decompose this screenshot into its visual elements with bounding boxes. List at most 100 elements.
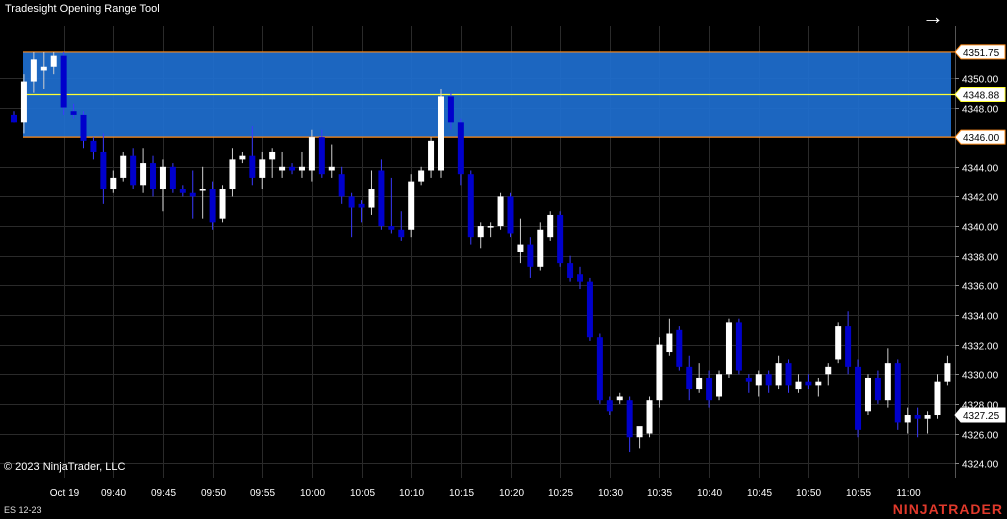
candle-body <box>855 366 862 430</box>
candle <box>884 348 891 408</box>
candle <box>279 151 286 178</box>
candle <box>169 163 176 193</box>
candle <box>50 51 57 75</box>
candle <box>120 151 127 182</box>
candle-body <box>487 226 494 228</box>
candle <box>497 192 504 230</box>
candle <box>308 129 315 182</box>
right-arrow-icon[interactable]: → <box>922 4 944 29</box>
y-tick-label: 4330.00 <box>962 371 999 382</box>
x-tick-label: 09:40 <box>101 488 126 499</box>
y-tick-label: 4338.00 <box>962 253 999 264</box>
price-markers: 4351.75 4348.88 4346.00 4327.25 <box>954 44 1006 423</box>
candle-body <box>934 381 941 416</box>
candle <box>11 111 17 123</box>
candle-body <box>646 400 653 434</box>
candle-body <box>825 366 832 375</box>
candle <box>825 363 832 386</box>
candle-body <box>507 196 514 234</box>
candle <box>60 51 67 115</box>
candle-body <box>864 377 871 412</box>
candle-body <box>408 181 415 230</box>
candle <box>656 337 663 408</box>
candle <box>378 159 385 230</box>
candle <box>318 129 325 178</box>
candle-body <box>169 166 176 190</box>
candle <box>537 222 544 271</box>
instrument-label: ES 12-23 <box>4 505 42 515</box>
candle <box>914 407 921 438</box>
candle-body <box>130 155 137 186</box>
candle <box>477 222 484 249</box>
candle <box>795 374 802 393</box>
y-tick-label: 4348.00 <box>962 105 999 116</box>
candle <box>507 192 514 238</box>
price-marker-box <box>954 407 1006 423</box>
candle <box>457 118 464 186</box>
candle-body <box>944 363 951 382</box>
candle-body <box>189 192 196 197</box>
y-tick-label: 4336.00 <box>962 282 999 293</box>
candle <box>289 163 296 175</box>
y-tick-label: 4326.00 <box>962 431 999 442</box>
candle <box>606 396 613 416</box>
candle <box>80 111 87 149</box>
candle <box>428 137 435 178</box>
candle-body <box>914 415 921 419</box>
candle <box>467 170 474 245</box>
candle-body <box>259 159 266 178</box>
candle <box>755 370 762 397</box>
candle-body <box>596 337 603 401</box>
y-tick-label: 4324.00 <box>962 460 999 471</box>
candle-body <box>219 189 226 219</box>
candle-body <box>606 400 613 412</box>
chart-title: Tradesight Opening Range Tool <box>5 3 160 15</box>
y-tick-label: 4340.00 <box>962 223 999 234</box>
candle <box>100 133 107 204</box>
candle <box>40 51 47 89</box>
candle-body <box>785 363 792 386</box>
candle-body <box>537 229 544 267</box>
x-tick-label: 10:50 <box>796 488 821 499</box>
x-tick-label: 09:50 <box>201 488 226 499</box>
candle <box>229 148 236 197</box>
candle <box>209 181 216 230</box>
candle <box>388 177 395 234</box>
x-tick-label: 11:00 <box>896 488 921 499</box>
candle <box>110 170 117 193</box>
candle <box>447 92 454 130</box>
candle <box>725 318 732 378</box>
candle-body <box>447 96 454 123</box>
candle <box>596 333 603 404</box>
candle-body <box>338 174 345 197</box>
x-tick-label: 10:40 <box>697 488 722 499</box>
candle <box>686 355 693 401</box>
x-tick-label: 10:25 <box>548 488 573 499</box>
candle-body <box>567 263 574 278</box>
candle-body <box>398 229 405 238</box>
candle-body <box>298 166 305 171</box>
candle-body <box>358 203 365 208</box>
candle-body <box>159 166 166 190</box>
ninjatrader-logo: NINJATRADER <box>892 501 1003 517</box>
candle-body <box>904 415 911 423</box>
candle-body <box>815 381 822 386</box>
price-marker-box <box>954 129 1006 145</box>
candle <box>547 211 554 241</box>
candle <box>646 396 653 438</box>
candle-body <box>90 140 97 152</box>
x-tick-label: 10:55 <box>846 488 871 499</box>
opening-range-band <box>23 51 955 138</box>
candle-body <box>547 214 554 238</box>
candle <box>894 359 901 430</box>
candle <box>398 211 405 241</box>
candle <box>269 148 276 178</box>
candle-body <box>636 426 643 438</box>
candle <box>626 396 633 453</box>
candle <box>20 74 27 134</box>
candle <box>199 166 206 219</box>
candle <box>855 359 862 438</box>
x-tick-label: 10:00 <box>300 488 325 499</box>
x-tick-label: 10:10 <box>399 488 424 499</box>
